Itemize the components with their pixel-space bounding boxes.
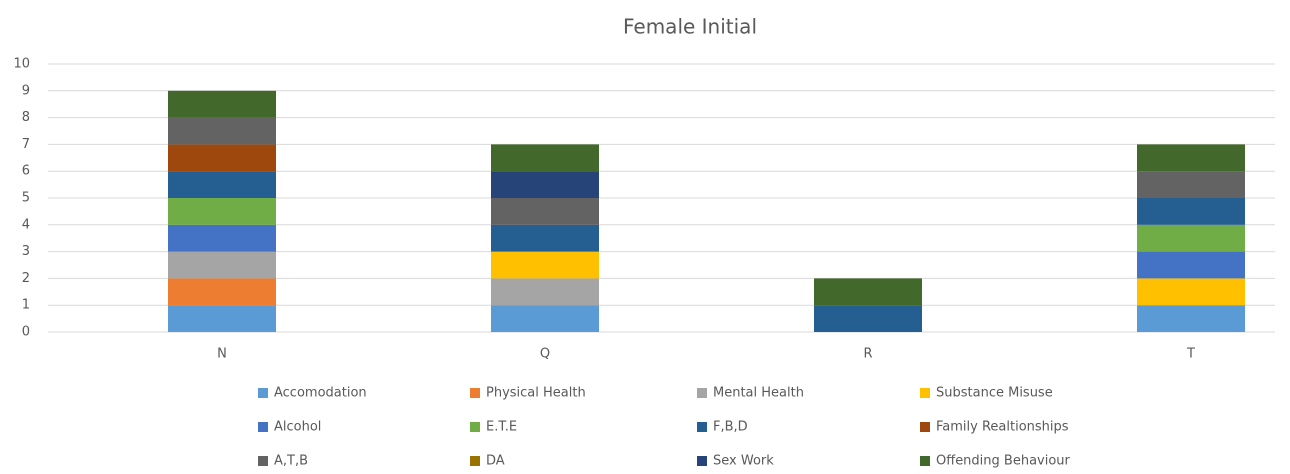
legend-swatch <box>697 422 707 432</box>
y-tick-label: 3 <box>22 244 30 259</box>
bar-segment <box>491 251 599 279</box>
bar-segment <box>1137 278 1245 306</box>
bar-segment <box>491 171 599 198</box>
bar-segment <box>168 251 276 279</box>
bar-segment <box>1137 251 1245 279</box>
y-tick-label: 7 <box>22 137 30 152</box>
legend-swatch <box>920 422 930 432</box>
bar-segment <box>168 144 276 172</box>
bar-segment <box>814 305 922 332</box>
y-tick-label: 4 <box>22 217 30 232</box>
bar-segment <box>168 278 276 306</box>
bar-segment <box>491 224 599 252</box>
legend-label: Family Realtionships <box>936 420 1069 435</box>
bar-segment <box>491 144 599 172</box>
y-tick-label: 1 <box>22 298 30 313</box>
legend-swatch <box>470 456 480 466</box>
bar-segment <box>1137 305 1245 332</box>
bar-segment <box>1137 144 1245 172</box>
bar-segment <box>168 224 276 252</box>
legend-label: F,B,D <box>713 420 748 435</box>
legend-label: DA <box>486 454 505 469</box>
bar-segment <box>168 305 276 332</box>
y-tick-label: 2 <box>22 271 30 286</box>
y-tick-label: 5 <box>22 191 30 206</box>
bar-segment <box>168 198 276 225</box>
bar-segment <box>1137 171 1245 198</box>
bar-segment <box>168 90 276 118</box>
legend-label: Mental Health <box>713 386 804 401</box>
legend-swatch <box>697 388 707 398</box>
bar-segment <box>168 171 276 198</box>
x-tick-label: T <box>1186 347 1195 362</box>
y-tick-label: 0 <box>22 325 30 340</box>
bar-segment <box>1137 198 1245 225</box>
legend-swatch <box>258 388 268 398</box>
legend-swatch <box>258 422 268 432</box>
x-tick-label: R <box>863 347 872 362</box>
bar-segment <box>491 278 599 306</box>
legend-label: Alcohol <box>274 420 321 435</box>
bar-segment <box>814 278 922 306</box>
legend-swatch <box>258 456 268 466</box>
bar-segment <box>491 305 599 332</box>
legend-label: Offending Behaviour <box>936 454 1071 469</box>
chart-title: Female Initial <box>623 15 757 39</box>
legend-swatch <box>920 456 930 466</box>
x-tick-label: Q <box>540 347 550 362</box>
y-tick-label: 6 <box>22 164 30 179</box>
y-tick-label: 9 <box>22 83 30 98</box>
legend-label: Sex Work <box>713 454 774 469</box>
x-tick-label: N <box>217 347 227 362</box>
legend-swatch <box>470 388 480 398</box>
legend-swatch <box>920 388 930 398</box>
legend-label: Physical Health <box>486 386 586 401</box>
legend-label: Accomodation <box>274 386 367 401</box>
y-tick-label: 10 <box>13 57 30 72</box>
bar-segment <box>168 117 276 145</box>
bar-segment <box>1137 224 1245 252</box>
legend-swatch <box>470 422 480 432</box>
bar-segment <box>491 198 599 225</box>
legend-label: E.T.E <box>486 420 517 435</box>
legend-swatch <box>697 456 707 466</box>
y-tick-label: 8 <box>22 110 30 125</box>
legend-label: A,T,B <box>274 454 308 469</box>
legend-label: Substance Misuse <box>936 386 1053 401</box>
